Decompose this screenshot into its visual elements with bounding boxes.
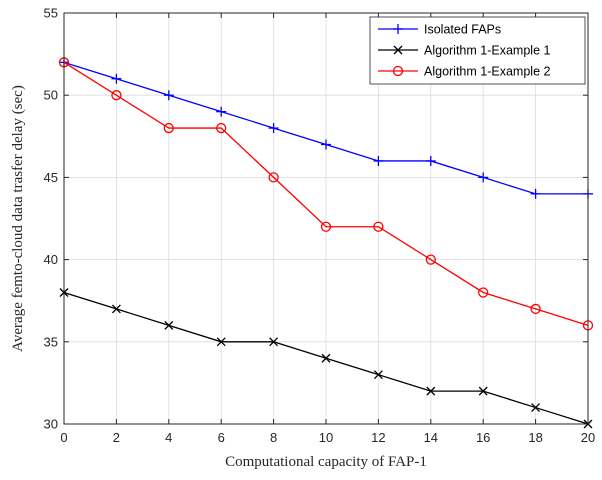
legend-label: Algorithm 1-Example 1 — [424, 44, 550, 58]
series-line — [63, 61, 589, 326]
x-tick-label: 12 — [371, 430, 385, 445]
x-axis-title: Computational capacity of FAP-1 — [225, 454, 427, 470]
data-point — [111, 304, 121, 314]
data-point — [321, 353, 331, 363]
y-tick-label: 45 — [44, 170, 58, 185]
data-point — [425, 155, 436, 166]
data-point — [111, 90, 122, 101]
x-tick-label: 10 — [319, 430, 333, 445]
data-point — [393, 45, 403, 55]
legend-label: Algorithm 1-Example 2 — [424, 65, 550, 79]
data-point — [373, 155, 384, 166]
data-point — [373, 221, 384, 232]
x-tick-label: 8 — [270, 430, 277, 445]
x-tick-label: 0 — [60, 430, 67, 445]
axes: 0 2 4 6 8 10 12 14 16 18 20 30 35 40 45 50 55 — [44, 6, 596, 446]
data-point — [320, 221, 332, 232]
x-tick-label: 6 — [218, 430, 225, 445]
data-point — [426, 386, 436, 396]
data-point — [268, 123, 279, 134]
legend-box — [369, 16, 586, 85]
data-point — [425, 254, 436, 265]
data-point — [216, 106, 227, 117]
y-tick-label: 50 — [44, 88, 58, 103]
legend-entry: Algorithm 1-Example 2 — [378, 65, 550, 79]
data-point — [392, 65, 404, 77]
data-point — [530, 188, 541, 199]
legend-label: Isolated FAPs — [424, 23, 501, 37]
data-point — [216, 122, 227, 134]
data-point — [373, 370, 383, 380]
data-point — [478, 287, 489, 298]
data-point — [164, 320, 174, 330]
legend-entry: Isolated FAPs — [378, 23, 501, 37]
data-point — [163, 122, 174, 134]
y-tick-label: 55 — [44, 6, 58, 21]
y-axis-title: Average femto-cloud data trasfer delay (… — [10, 85, 26, 352]
data-point — [393, 24, 403, 34]
data-point — [478, 386, 488, 396]
y-tick-label: 35 — [44, 334, 58, 349]
legend: Isolated FAPs Algorithm 1-Example 1 Algori… — [369, 16, 586, 85]
y-tick-label: 30 — [44, 417, 58, 432]
x-tick-label: 18 — [528, 430, 542, 445]
legend-entry: Algorithm 1-Example 1 — [378, 44, 550, 58]
x-tick-label: 14 — [424, 430, 438, 445]
data-point — [321, 139, 331, 150]
x-tick-label: 20 — [581, 430, 595, 445]
data-point — [163, 90, 174, 101]
x-tick-label: 16 — [476, 430, 490, 445]
data-point — [268, 172, 279, 183]
data-point — [111, 73, 122, 84]
data-point — [269, 337, 279, 347]
data-point — [478, 172, 489, 183]
series-2 — [59, 288, 593, 429]
data-point — [216, 337, 226, 347]
data-point — [531, 403, 541, 413]
x-tick-label: 4 — [165, 430, 172, 445]
x-tick-label: 2 — [113, 430, 120, 445]
y-tick-label: 40 — [44, 252, 58, 267]
data-point — [530, 303, 541, 315]
